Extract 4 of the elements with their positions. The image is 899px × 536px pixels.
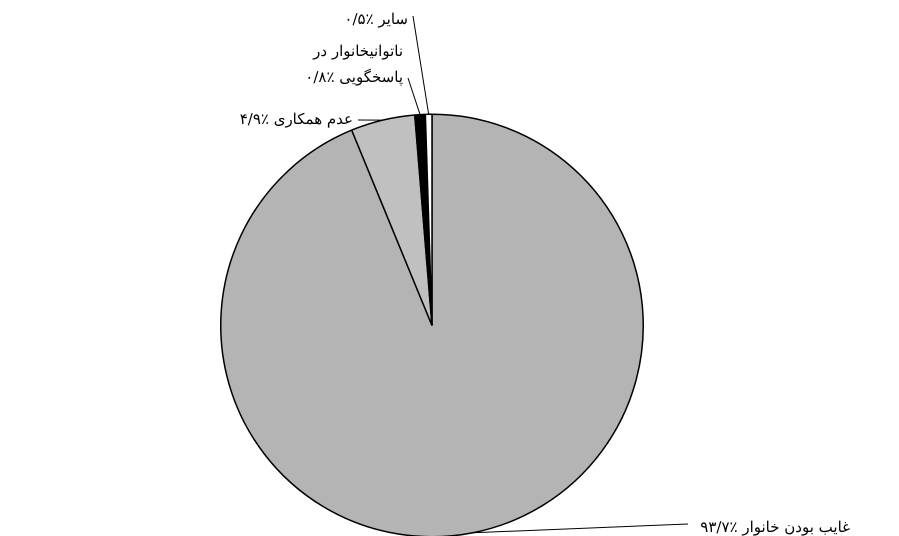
slice-label: غایب بودن خانوار ٪۹۳/۷ <box>700 518 850 536</box>
slice-label: سایر ٪۰/۵ <box>344 10 408 28</box>
slice-label: عدم همکاری ٪۴/۹ <box>240 110 353 128</box>
slice-label: ناتوانیخانوار در پاسخگویی ٪۰/۸ <box>305 42 403 86</box>
